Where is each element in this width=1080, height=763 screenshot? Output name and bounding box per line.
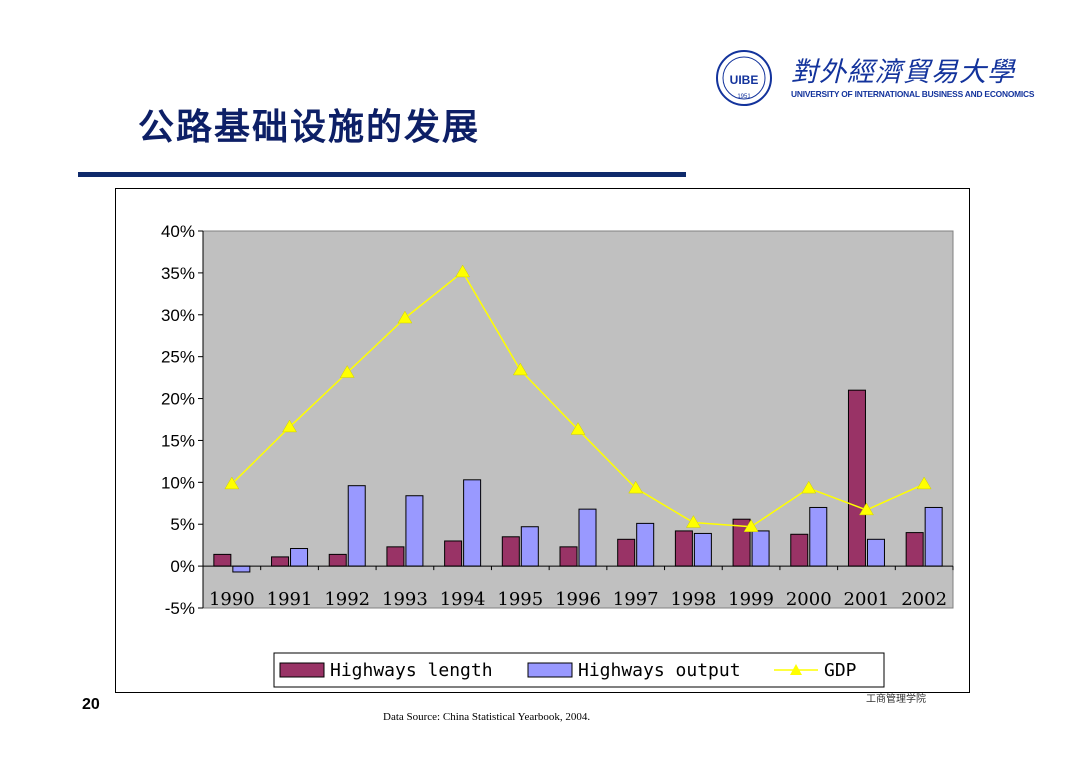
gdp-point bbox=[801, 480, 817, 494]
bar-highways-output bbox=[636, 522, 655, 567]
highway-chart: 40% 35% 30% 25% 20% 15% 10% 5% 0% -5% 1990 1991 199… bbox=[161, 222, 954, 688]
x-tick-label: 1992 bbox=[324, 589, 370, 610]
y-tick-label: 30% bbox=[161, 306, 195, 325]
y-tick-label: 35% bbox=[161, 264, 195, 283]
bar-highways-length bbox=[790, 533, 809, 567]
legend-swatch-highways-output bbox=[527, 662, 573, 678]
legend-swatch-highways-length bbox=[279, 662, 325, 678]
y-tick-label: 15% bbox=[161, 431, 195, 450]
y-tick-label: 0% bbox=[170, 557, 195, 576]
x-tick-label: 1999 bbox=[728, 589, 774, 610]
gdp-point bbox=[512, 362, 528, 376]
x-tick-label: 2000 bbox=[786, 589, 832, 610]
y-tick-label: 40% bbox=[161, 222, 195, 241]
gdp-point bbox=[743, 519, 759, 532]
x-tick-label: 1996 bbox=[555, 589, 601, 610]
x-tick-label: 1991 bbox=[267, 589, 313, 610]
gdp-point bbox=[397, 310, 413, 324]
bar-highways-output bbox=[405, 495, 424, 567]
x-tick-label: 1997 bbox=[613, 589, 659, 610]
gdp-point bbox=[455, 264, 471, 278]
bar-highways-length bbox=[328, 553, 347, 567]
y-tick-label: 10% bbox=[161, 473, 195, 492]
bar-highways-output bbox=[347, 485, 366, 567]
bar-highways-length bbox=[444, 540, 463, 567]
gdp-point bbox=[916, 476, 932, 490]
x-tick-label: 2001 bbox=[844, 589, 890, 610]
bar-highways-output bbox=[693, 532, 712, 567]
x-tick-label: 1993 bbox=[382, 589, 428, 610]
gdp-point bbox=[570, 422, 586, 435]
y-tick-label: 25% bbox=[161, 348, 195, 367]
bar-highways-output bbox=[290, 548, 309, 567]
gdp-point bbox=[685, 515, 701, 528]
y-tick-label: -5% bbox=[165, 599, 195, 618]
x-tick-label: 2002 bbox=[901, 589, 947, 610]
bar-highways-length bbox=[559, 546, 578, 567]
bar-highways-length bbox=[213, 553, 232, 567]
university-logo: UIBE 1951 對外經濟貿易大學 UNIVERSITY OF INTERNA… bbox=[715, 48, 1034, 108]
bar-highways-length bbox=[386, 546, 405, 567]
footer-author-mark: 工商管理学院 bbox=[866, 694, 926, 705]
bar-highways-output bbox=[520, 526, 539, 567]
bar-highways-output bbox=[578, 508, 597, 567]
gdp-point bbox=[224, 476, 240, 490]
x-tick-label: 1995 bbox=[497, 589, 543, 610]
bar-highways-length bbox=[674, 530, 693, 567]
x-tick-label: 1990 bbox=[209, 589, 255, 610]
bar-highways-length bbox=[905, 532, 924, 567]
x-tick-label: 1998 bbox=[670, 589, 716, 610]
title-underline bbox=[78, 172, 686, 177]
legend-label: Highways output bbox=[578, 660, 741, 681]
uibe-emblem-icon: UIBE 1951 bbox=[716, 50, 772, 106]
chart-frame: 40% 35% 30% 25% 20% 15% 10% 5% 0% -5% 1990 1991 199… bbox=[115, 188, 970, 693]
bar-highways-length bbox=[501, 536, 520, 567]
chart-legend: Highways length Highways output GDP bbox=[273, 652, 885, 688]
bar-highways-length bbox=[847, 389, 866, 567]
gdp-point bbox=[339, 365, 355, 378]
slide-title: 公路基础设施的发展 bbox=[138, 106, 481, 148]
bar-highways-length bbox=[617, 538, 636, 567]
plot-area bbox=[202, 230, 954, 609]
gdp-point bbox=[859, 502, 874, 516]
y-tick-label: 5% bbox=[170, 515, 195, 534]
gdp-point bbox=[282, 419, 297, 433]
data-source-note: Data Source: China Statistical Yearbook,… bbox=[383, 711, 591, 723]
bar-highways-output bbox=[866, 538, 885, 567]
bar-highways-output bbox=[751, 530, 770, 567]
y-tick-label: 20% bbox=[161, 390, 195, 409]
gdp-point bbox=[628, 480, 644, 494]
x-tick-label: 1994 bbox=[440, 589, 486, 610]
legend-marker-gdp bbox=[790, 664, 802, 675]
bar-highways-length bbox=[271, 556, 290, 567]
logo-chinese-name: 對外經濟貿易大學 bbox=[791, 57, 1015, 88]
bar-highways-output bbox=[809, 506, 828, 567]
bar-highways-output bbox=[924, 506, 943, 567]
logo-english-name: UNIVERSITY OF INTERNATIONAL BUSINESS AND… bbox=[791, 89, 1035, 99]
page-number: 20 bbox=[82, 696, 100, 713]
legend-label: GDP bbox=[824, 660, 857, 681]
bar-highways-output bbox=[463, 479, 482, 567]
bar-highways-output bbox=[232, 565, 251, 573]
legend-label: Highways length bbox=[330, 660, 493, 681]
emblem-text: UIBE bbox=[730, 73, 759, 87]
emblem-year: 1951 bbox=[737, 94, 751, 100]
